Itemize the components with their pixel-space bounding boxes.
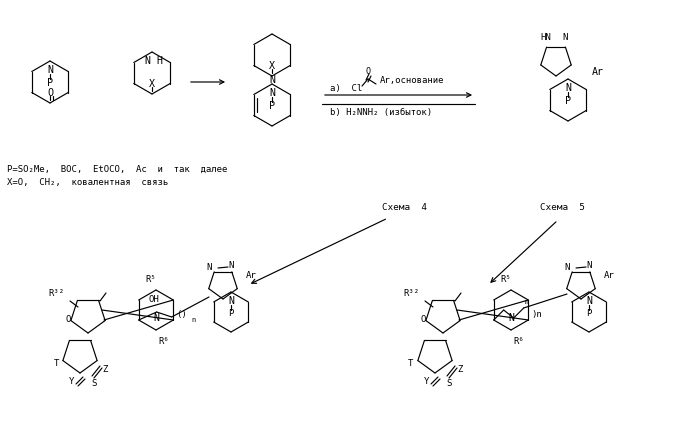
Text: Ar: Ar (245, 272, 257, 280)
Text: )n: )n (532, 311, 542, 319)
Text: Схема  5: Схема 5 (540, 204, 585, 212)
Text: T: T (408, 358, 414, 367)
Text: N: N (229, 261, 233, 271)
Text: X: X (269, 61, 275, 71)
Text: HN: HN (540, 33, 552, 42)
Text: N: N (269, 88, 275, 98)
Text: T: T (53, 358, 59, 367)
Text: N: N (508, 313, 514, 323)
Text: O: O (366, 67, 370, 77)
Text: P: P (565, 96, 571, 106)
Text: R⁶: R⁶ (514, 338, 524, 346)
Text: R⁵: R⁵ (145, 276, 157, 285)
Text: Z: Z (457, 364, 463, 374)
Text: N: N (269, 75, 275, 85)
Text: O: O (47, 88, 53, 98)
Text: OH: OH (148, 296, 159, 304)
Text: Ar,основание: Ar,основание (380, 77, 445, 85)
Text: N: N (562, 33, 568, 42)
Text: P=SO₂Me,  BOC,  EtOCO,  Ac  и  так  далее: P=SO₂Me, BOC, EtOCO, Ac и так далее (7, 165, 227, 174)
Text: N: N (564, 264, 570, 272)
Text: N: N (586, 296, 592, 306)
Text: N: N (586, 261, 591, 271)
Text: H: H (156, 56, 162, 66)
Text: P: P (47, 78, 53, 88)
Text: X: X (149, 79, 155, 89)
Text: R³²: R³² (403, 289, 419, 297)
Text: (): () (177, 311, 187, 319)
Text: N: N (228, 296, 234, 306)
Text: X=O,  CH₂,  ковалентная  связь: X=O, CH₂, ковалентная связь (7, 178, 168, 187)
Text: S: S (447, 378, 452, 388)
Text: P: P (269, 101, 275, 111)
Text: P: P (229, 310, 233, 318)
Text: N: N (153, 313, 159, 323)
Text: N: N (47, 65, 53, 75)
Text: a)  Cl: a) Cl (330, 84, 362, 92)
Text: m: m (524, 299, 529, 305)
Text: Y: Y (69, 377, 75, 385)
Text: N: N (206, 264, 212, 272)
Text: N: N (565, 83, 571, 93)
Text: Ar: Ar (592, 67, 604, 77)
Text: R⁵: R⁵ (500, 276, 512, 285)
Text: R⁶: R⁶ (159, 338, 169, 346)
Text: Ar: Ar (604, 272, 614, 280)
Text: R³²: R³² (48, 289, 64, 297)
Text: b) H₂NNH₂ (избыток): b) H₂NNH₂ (избыток) (330, 107, 432, 117)
Text: Z: Z (102, 364, 108, 374)
Text: N: N (144, 56, 150, 66)
Text: S: S (92, 378, 96, 388)
Text: O: O (420, 315, 426, 325)
Text: Схема  4: Схема 4 (382, 204, 427, 212)
Text: O: O (65, 315, 71, 325)
Text: n: n (191, 317, 195, 323)
Text: P: P (586, 310, 591, 318)
Text: Y: Y (424, 377, 430, 385)
